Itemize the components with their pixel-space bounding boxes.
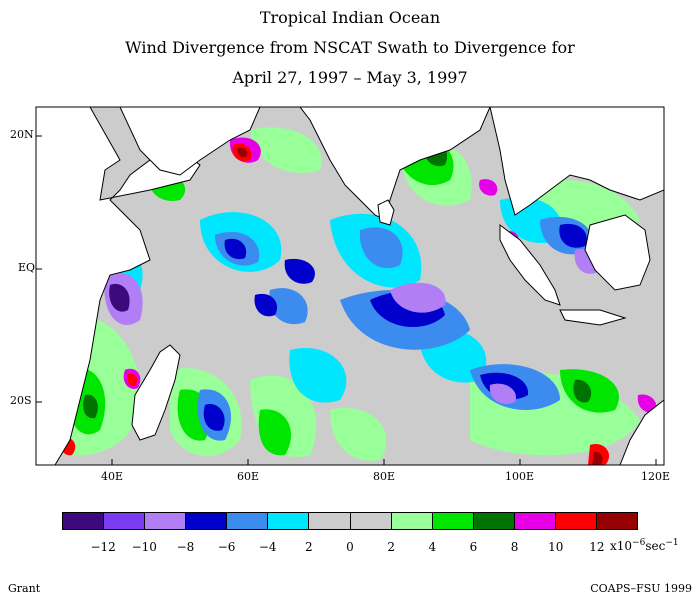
land-masses: [36, 107, 664, 465]
colorbar-swatch: [227, 513, 269, 529]
lon-label-80e: 80E: [373, 470, 396, 483]
colorbar-units: x10−6sec−1: [610, 538, 679, 553]
colorbar-swatch: [597, 513, 638, 529]
title-line-2: Wind Divergence from NSCAT Swath to Dive…: [125, 38, 575, 57]
colorbar-swatch: [186, 513, 228, 529]
colorbar-tick-label: −8: [176, 540, 195, 554]
colorbar-swatch: [350, 513, 392, 529]
lat-label-eq: EQ: [18, 261, 36, 274]
colorbar-swatch: [104, 513, 146, 529]
title-line-3: April 27, 1997 – May 3, 1997: [232, 68, 468, 87]
lon-label-100e: 100E: [505, 470, 535, 483]
lon-label-40e: 40E: [101, 470, 124, 483]
colorbar-swatch: [268, 513, 310, 529]
map-frame: [35, 106, 665, 466]
colorbar-tick-label: 0: [346, 540, 354, 554]
colorbar-swatch: [309, 513, 351, 529]
colorbar-swatch: [432, 513, 474, 529]
colorbar-swatch: [391, 513, 433, 529]
colorbar-swatch: [63, 513, 105, 529]
colorbar-swatch: [514, 513, 556, 529]
colorbar-swatch: [473, 513, 515, 529]
divergence-patches: [51, 127, 657, 465]
lon-label-60e: 60E: [237, 470, 260, 483]
credit-source: COAPS–FSU 1999: [590, 582, 692, 595]
colorbar: [62, 512, 638, 530]
colorbar-tick-label: 10: [548, 540, 564, 554]
colorbar-swatch: [555, 513, 598, 529]
colorbar-tick-label: −6: [217, 540, 236, 554]
colorbar-tick-label: 8: [510, 540, 519, 554]
colorbar-tick-label: 4: [428, 540, 437, 554]
colorbar-tick-label: 6: [469, 540, 478, 554]
colorbar-tick-label: −12: [90, 540, 116, 554]
colorbar-tick-label: 2: [387, 540, 395, 554]
axis-ticks: [36, 135, 657, 465]
lat-label-20n: 20N: [10, 128, 34, 141]
title-line-1: Tropical Indian Ocean: [259, 8, 441, 27]
colorbar-tick-label: −4: [258, 540, 277, 554]
lon-label-120e: 120E: [641, 470, 671, 483]
colorbar-swatch: [145, 513, 187, 529]
lat-label-20s: 20S: [10, 394, 32, 407]
colorbar-tick-label: 12: [589, 540, 605, 554]
colorbar-tick-label: −10: [131, 540, 157, 554]
credit-author: Grant: [8, 582, 41, 595]
colorbar-tick-label: 2: [305, 540, 313, 554]
